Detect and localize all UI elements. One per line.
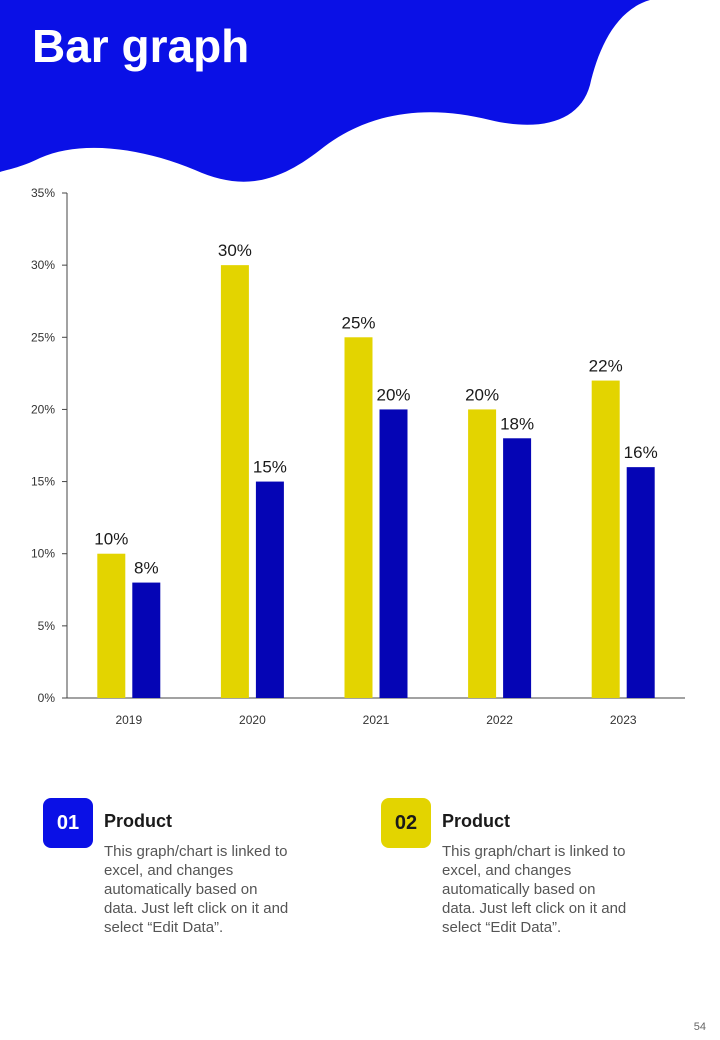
page-title: Bar graph — [32, 20, 250, 72]
header-wave-shape — [0, 0, 650, 182]
y-tick-label: 15% — [31, 475, 55, 489]
bar-series-2-2021 — [379, 409, 408, 698]
x-tick-label: 2021 — [363, 713, 390, 727]
bar-series-1-2021 — [344, 337, 373, 698]
bar-value-label: 20% — [376, 385, 410, 404]
legend-description-01: This graph/chart is linked to excel, and… — [104, 843, 289, 936]
chart-bars — [97, 265, 655, 698]
bar-value-label: 30% — [218, 241, 252, 260]
legend-badge-02: 02 — [381, 798, 431, 848]
chart-data-labels: 10%30%25%20%22%8%15%20%18%16% — [94, 241, 657, 577]
bar-series-1-2023 — [591, 380, 620, 698]
legend-description-02: This graph/chart is linked to excel, and… — [442, 843, 627, 936]
bar-series-2-2019 — [132, 582, 161, 698]
bar-series-2-2020 — [255, 481, 284, 698]
y-axis: 0% 5% 10% 15% 20% 25% 30% 35% — [31, 186, 68, 705]
y-tick-label: 25% — [31, 330, 55, 344]
legend-badge-01: 01 — [43, 798, 93, 848]
x-tick-label: 2022 — [486, 713, 513, 727]
bar-chart: 0%5%10%15%20%25%30%35% 2019 2020 2021 2022 2… — [31, 186, 685, 727]
bar-series-1-2022 — [468, 409, 497, 698]
bar-value-label: 10% — [94, 530, 128, 549]
y-tick-label: 30% — [31, 258, 55, 272]
legend-title-01: Product — [104, 811, 173, 831]
y-tick-label: 5% — [38, 619, 56, 633]
bar-value-label: 22% — [589, 357, 623, 376]
y-tick-label: 0% — [38, 691, 56, 705]
bar-series-1-2019 — [97, 553, 126, 698]
y-tick-label: 35% — [31, 186, 55, 200]
y-tick-label: 10% — [31, 547, 55, 561]
bar-value-label: 15% — [253, 458, 287, 477]
bar-value-label: 20% — [465, 385, 499, 404]
bar-value-label: 8% — [134, 559, 159, 578]
x-tick-label: 2023 — [610, 713, 637, 727]
x-tick-label: 2020 — [239, 713, 266, 727]
bar-value-label: 18% — [500, 414, 534, 433]
bar-series-1-2020 — [220, 265, 249, 698]
x-axis: 2019 2020 2021 2022 2023 — [67, 697, 685, 727]
page-number: 54 — [693, 1021, 706, 1033]
bar-value-label: 25% — [341, 313, 375, 332]
bar-series-2-2022 — [503, 438, 532, 698]
x-tick-label: 2019 — [115, 713, 142, 727]
bar-value-label: 16% — [624, 443, 658, 462]
header-wave-background — [0, 0, 650, 182]
bar-series-2-2023 — [626, 467, 655, 698]
legend-title-02: Product — [442, 811, 511, 831]
y-tick-label: 20% — [31, 402, 55, 416]
